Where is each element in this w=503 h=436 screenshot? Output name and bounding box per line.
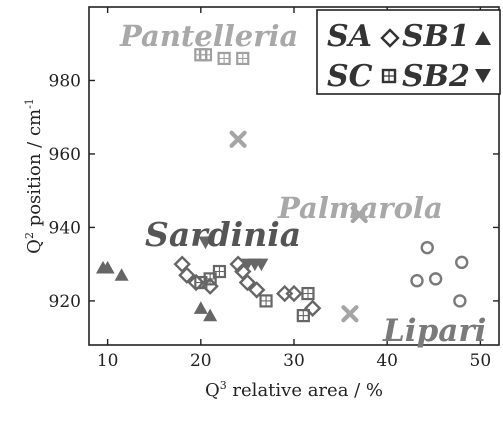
x-axis-title: Q3 relative area / % <box>205 379 383 401</box>
region-label-palmarola: Palmarola <box>277 191 443 225</box>
data-point-square <box>203 272 217 286</box>
data-point-triangle-up <box>114 268 129 281</box>
data-point-diamond <box>178 266 196 284</box>
data-point-square <box>296 309 310 323</box>
data-point-cross <box>350 205 368 224</box>
legend-box <box>316 9 501 95</box>
data-point-triangle-down <box>198 236 213 250</box>
region-label-pantelleria: Pantelleria <box>119 19 298 53</box>
data-point-circle <box>410 274 424 288</box>
data-point-cross <box>341 305 359 323</box>
data-point-triangle-up <box>203 308 218 322</box>
legend-triangle-down-icon <box>475 69 491 83</box>
data-point-circle <box>453 294 467 308</box>
data-point-square <box>217 51 231 66</box>
y-tick-label: 920 <box>49 292 81 312</box>
legend-label-sb2: SB2 <box>402 59 470 94</box>
x-tick-label: 50 <box>470 351 492 371</box>
data-point-circle <box>428 272 443 286</box>
x-tick-label: 40 <box>376 351 398 371</box>
data-point-diamond <box>303 299 322 317</box>
legend-diamond-icon <box>380 28 400 48</box>
y-tick-label: 940 <box>49 218 81 238</box>
data-point-diamond <box>275 284 294 303</box>
data-point-diamond <box>248 281 266 299</box>
data-point-cross <box>229 130 247 148</box>
data-point-circle <box>420 240 434 255</box>
data-points <box>95 48 469 323</box>
data-point-square <box>198 48 213 62</box>
data-point-square <box>259 294 273 308</box>
legend: SA SB1 SC SB2 <box>316 9 501 95</box>
y-tick-label: 960 <box>49 145 81 165</box>
legend-label-sa: SA <box>327 19 372 54</box>
x-tick-label: 30 <box>283 351 305 371</box>
data-point-triangle-up <box>100 260 115 274</box>
y-axis-ticks: 920 940 960 980 <box>49 71 499 312</box>
data-point-diamond <box>238 273 257 292</box>
y-axis-title: Q2 position / cm-1 <box>23 98 45 254</box>
data-point-square <box>212 264 227 279</box>
data-point-square <box>301 286 315 301</box>
legend-square-icon <box>381 68 397 84</box>
data-point-circle <box>455 255 469 270</box>
legend-label-sb1: SB1 <box>402 19 470 54</box>
data-point-square <box>236 51 250 66</box>
x-tick-label: 10 <box>97 351 119 371</box>
data-point-triangle-down <box>254 258 269 272</box>
y-tick-label: 980 <box>49 71 81 91</box>
x-tick-label: 20 <box>190 351 212 371</box>
legend-triangle-up-icon <box>475 31 491 45</box>
legend-label-sc: SC <box>327 59 373 94</box>
data-point-triangle-up <box>193 301 208 314</box>
data-point-diamond <box>285 284 303 303</box>
region-label-lipari: Lipari <box>382 313 486 349</box>
x-axis-ticks: 10 20 30 40 50 <box>97 7 491 371</box>
region-label-sardinia: Sardinia <box>145 215 301 254</box>
